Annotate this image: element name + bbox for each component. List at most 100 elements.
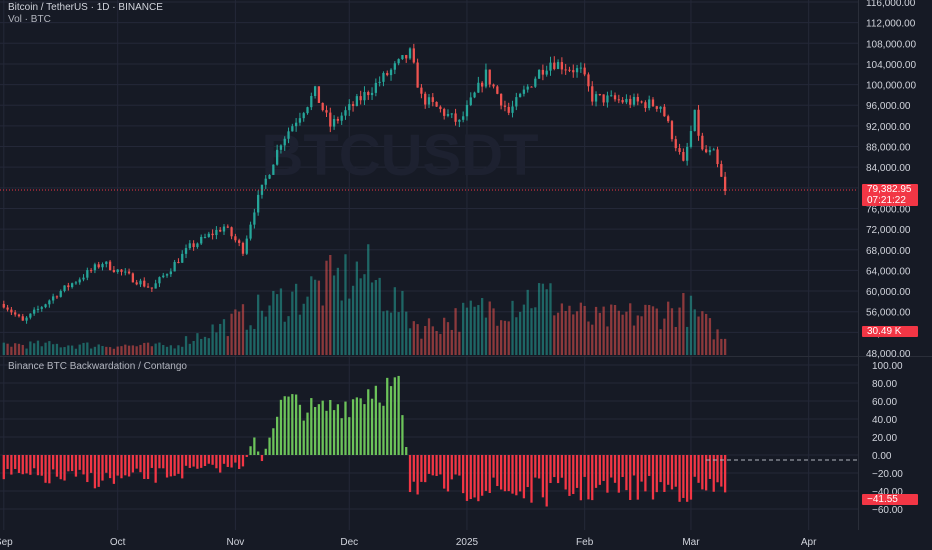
- basis-bar: [515, 455, 518, 496]
- candle-body: [686, 146, 689, 161]
- volume-bar: [162, 345, 165, 355]
- basis-bar: [697, 455, 700, 483]
- indicator-axis[interactable]: 100.00 80.00 60.00 40.00 20.00 0.00 −20.00 −40.…: [872, 361, 903, 516]
- basis-bar: [484, 455, 488, 491]
- volume-bar: [720, 338, 723, 355]
- candle-body: [302, 113, 305, 119]
- candle-body: [48, 300, 51, 305]
- candle-body: [625, 98, 628, 103]
- candle-body: [241, 242, 245, 254]
- candle-body: [74, 282, 78, 284]
- basis-bar: [48, 455, 51, 484]
- candle-body: [579, 67, 582, 69]
- volume-bar: [564, 310, 567, 355]
- time-axis[interactable]: Sep Oct Nov Dec 2025 Feb Mar Apr: [0, 537, 817, 548]
- volume-bar: [317, 280, 321, 355]
- candle-body: [150, 287, 153, 289]
- basis-bar: [427, 455, 431, 474]
- basis-bar: [302, 420, 305, 455]
- volume-legend[interactable]: Vol · BTC: [8, 14, 51, 25]
- basis-bar: [522, 455, 526, 499]
- candle-body: [351, 104, 355, 106]
- candle-body: [317, 86, 321, 103]
- candle-body: [606, 95, 609, 103]
- basis-bar: [222, 455, 226, 464]
- volume-bar: [340, 300, 343, 355]
- volume-bar: [287, 316, 290, 355]
- candle-body: [238, 240, 241, 243]
- volume-bar: [283, 321, 286, 355]
- basis-bar: [351, 399, 355, 455]
- price-tick-label: 60,000.00: [866, 287, 911, 298]
- volume-bar: [131, 345, 135, 355]
- candle-body: [222, 226, 226, 232]
- volume-bar: [14, 343, 17, 355]
- basis-bar: [454, 455, 457, 475]
- basis-bar: [321, 400, 324, 455]
- basis-bar: [659, 455, 662, 483]
- chart-title[interactable]: Bitcoin / TetherUS · 1D · BINANCE: [8, 2, 163, 13]
- basis-bar: [283, 396, 286, 455]
- last-price-value: 79,382.95: [867, 184, 912, 195]
- basis-bar: [587, 455, 590, 500]
- basis-bar: [310, 398, 313, 455]
- volume-bar: [6, 343, 9, 355]
- volume-bar: [644, 304, 647, 355]
- basis-bar: [52, 455, 55, 470]
- volume-bar: [435, 330, 438, 355]
- volume-bar: [587, 321, 590, 355]
- basis-bar: [610, 455, 613, 478]
- volume-bar: [150, 346, 153, 355]
- price-tick-label: 112,000.00: [866, 19, 916, 30]
- volume-bar: [678, 307, 681, 355]
- candle-body: [226, 226, 229, 228]
- volume-bar: [598, 312, 601, 355]
- volume-bar: [222, 319, 226, 355]
- indicator-legend[interactable]: Binance BTC Backwardation / Contango: [8, 361, 187, 372]
- price-tick-label: 104,000.00: [866, 60, 916, 71]
- volume-bar: [355, 261, 359, 355]
- basis-bar: [21, 455, 24, 475]
- volume-bar: [298, 314, 302, 355]
- basis-bar: [260, 455, 264, 462]
- volume-bar: [25, 348, 28, 355]
- candle-body: [598, 94, 601, 96]
- basis-bar: [6, 455, 9, 469]
- candle-body: [17, 314, 21, 317]
- candle-body: [181, 253, 184, 263]
- basis-bar: [139, 455, 142, 473]
- volume-bar: [93, 346, 97, 355]
- basis-bar: [124, 455, 127, 476]
- time-tick-label: Sep: [0, 537, 13, 548]
- basis-bar: [359, 398, 362, 455]
- candle-body: [97, 264, 100, 268]
- basis-bar: [389, 386, 393, 455]
- candle-body: [720, 164, 723, 177]
- volume-bar: [651, 306, 655, 355]
- volume-bar: [370, 282, 374, 355]
- basis-bar: [332, 410, 336, 455]
- volume-bar: [329, 255, 332, 355]
- volume-bar: [416, 324, 419, 355]
- basis-bar: [78, 455, 81, 470]
- basis-bar: [632, 455, 636, 476]
- candle-body: [667, 116, 670, 122]
- basis-bar: [306, 412, 309, 455]
- candle-body: [723, 176, 727, 191]
- candle-body: [716, 149, 719, 165]
- volume-bar: [397, 312, 400, 355]
- candle-body: [306, 107, 309, 114]
- candle-body: [427, 97, 431, 105]
- basis-bar: [169, 455, 172, 477]
- basis-bar: [674, 455, 677, 487]
- indicator-tick-label: 60.00: [872, 397, 897, 408]
- volume-bar: [723, 338, 727, 355]
- candle-body: [67, 285, 70, 288]
- price-axis[interactable]: 116,000.00 112,000.00 108,000.00 104,000.00…: [866, 0, 916, 360]
- candle-body: [253, 212, 256, 225]
- basis-bar: [708, 455, 712, 479]
- basis-bar: [450, 455, 453, 480]
- basis-bar: [689, 455, 693, 500]
- candle-body: [648, 99, 651, 109]
- volume-bar: [112, 348, 116, 355]
